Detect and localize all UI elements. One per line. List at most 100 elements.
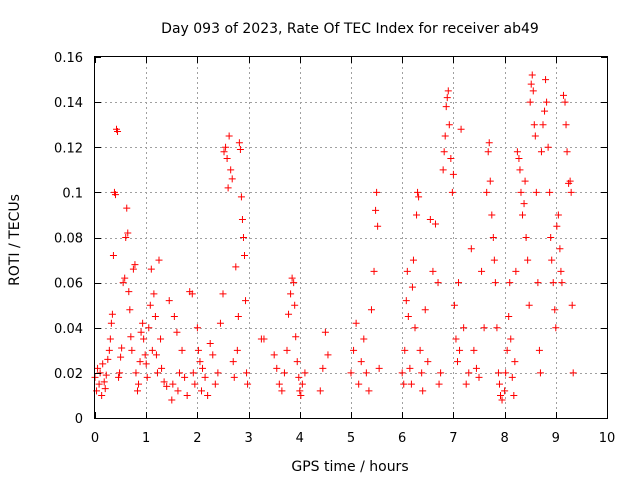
data-point bbox=[520, 200, 528, 208]
data-point bbox=[403, 267, 411, 275]
data-point bbox=[567, 188, 575, 196]
data-point bbox=[209, 351, 217, 359]
data-point bbox=[225, 132, 233, 140]
data-point bbox=[239, 234, 247, 241]
data-point bbox=[554, 211, 562, 219]
data-point bbox=[563, 148, 571, 156]
data-point bbox=[131, 261, 139, 269]
data-point bbox=[490, 256, 498, 264]
data-point bbox=[228, 175, 236, 183]
data-point bbox=[524, 256, 532, 264]
y-tick-label: 0 bbox=[75, 412, 83, 427]
y-axis-ticks: 0 0.02 0.04 0.06 0.08 0.1 0.12 0.14 0.16 bbox=[54, 51, 607, 427]
x-tick-label: 4 bbox=[296, 431, 304, 446]
data-point bbox=[559, 91, 567, 99]
data-point bbox=[512, 267, 520, 275]
data-point bbox=[141, 351, 149, 359]
data-point bbox=[114, 127, 122, 135]
data-point bbox=[100, 378, 108, 386]
data-point bbox=[372, 206, 380, 214]
data-point bbox=[407, 380, 415, 388]
data-point bbox=[552, 324, 560, 332]
data-point bbox=[485, 139, 493, 147]
data-point bbox=[234, 312, 242, 320]
x-tick-label: 2 bbox=[193, 431, 201, 446]
data-point bbox=[132, 369, 140, 377]
data-point bbox=[426, 215, 434, 223]
data-point bbox=[569, 369, 577, 377]
data-point bbox=[537, 148, 545, 156]
plot-frame bbox=[94, 56, 608, 419]
y-tick-label: 0.04 bbox=[54, 322, 83, 337]
y-tick-label: 0.1 bbox=[62, 186, 83, 201]
data-point bbox=[243, 369, 251, 377]
data-point bbox=[508, 373, 516, 381]
data-point bbox=[125, 288, 133, 296]
data-point bbox=[220, 148, 228, 156]
data-point bbox=[181, 373, 189, 381]
data-point bbox=[146, 301, 154, 309]
data-point bbox=[522, 234, 530, 241]
data-point bbox=[549, 279, 557, 287]
data-point bbox=[541, 107, 549, 115]
data-point bbox=[483, 188, 491, 196]
data-point bbox=[214, 369, 222, 377]
data-point bbox=[94, 364, 102, 372]
data-point bbox=[169, 380, 177, 388]
data-point bbox=[413, 211, 421, 219]
data-point bbox=[352, 319, 360, 327]
data-point bbox=[219, 290, 227, 298]
data-point bbox=[547, 234, 555, 241]
data-point bbox=[316, 387, 324, 395]
data-point bbox=[102, 371, 110, 379]
data-point bbox=[434, 279, 442, 287]
data-point bbox=[470, 346, 478, 354]
y-tick-label: 0.08 bbox=[54, 232, 83, 247]
x-tick-label: 10 bbox=[599, 431, 616, 446]
data-point bbox=[444, 87, 452, 95]
data-point bbox=[453, 358, 461, 366]
data-point bbox=[204, 391, 212, 399]
data-point bbox=[460, 324, 468, 332]
data-point bbox=[515, 155, 523, 163]
data-point bbox=[505, 312, 513, 320]
data-point bbox=[150, 290, 158, 298]
data-point bbox=[551, 306, 559, 314]
data-point bbox=[502, 369, 510, 377]
data-point bbox=[367, 306, 375, 314]
data-point bbox=[96, 369, 104, 377]
y-tick-label: 0.02 bbox=[54, 367, 83, 382]
x-tick-label: 7 bbox=[449, 431, 457, 446]
data-point bbox=[157, 335, 165, 343]
data-point bbox=[365, 387, 373, 395]
data-point bbox=[521, 177, 529, 185]
data-point bbox=[409, 256, 417, 264]
data-point bbox=[191, 380, 199, 388]
data-point bbox=[319, 364, 327, 372]
data-point bbox=[270, 351, 278, 359]
data-point bbox=[109, 252, 117, 260]
data-point bbox=[535, 346, 543, 354]
data-point bbox=[241, 252, 249, 260]
data-point bbox=[557, 267, 565, 275]
data-point bbox=[495, 380, 503, 388]
data-point bbox=[295, 373, 303, 381]
y-tick-label: 0.06 bbox=[54, 277, 83, 292]
data-point bbox=[216, 319, 224, 327]
data-point bbox=[111, 191, 119, 199]
data-point bbox=[143, 373, 151, 381]
data-point bbox=[126, 306, 134, 314]
data-point bbox=[230, 373, 238, 381]
data-point bbox=[193, 324, 201, 332]
data-point bbox=[416, 346, 424, 354]
data-point bbox=[510, 391, 518, 399]
data-point bbox=[232, 263, 240, 271]
data-point bbox=[456, 346, 464, 354]
data-point bbox=[445, 121, 453, 129]
data-point bbox=[455, 279, 463, 287]
y-tick-label: 0.12 bbox=[54, 141, 83, 156]
data-point bbox=[151, 312, 159, 320]
data-point bbox=[189, 369, 197, 377]
data-point bbox=[497, 391, 505, 399]
data-point bbox=[321, 328, 329, 336]
